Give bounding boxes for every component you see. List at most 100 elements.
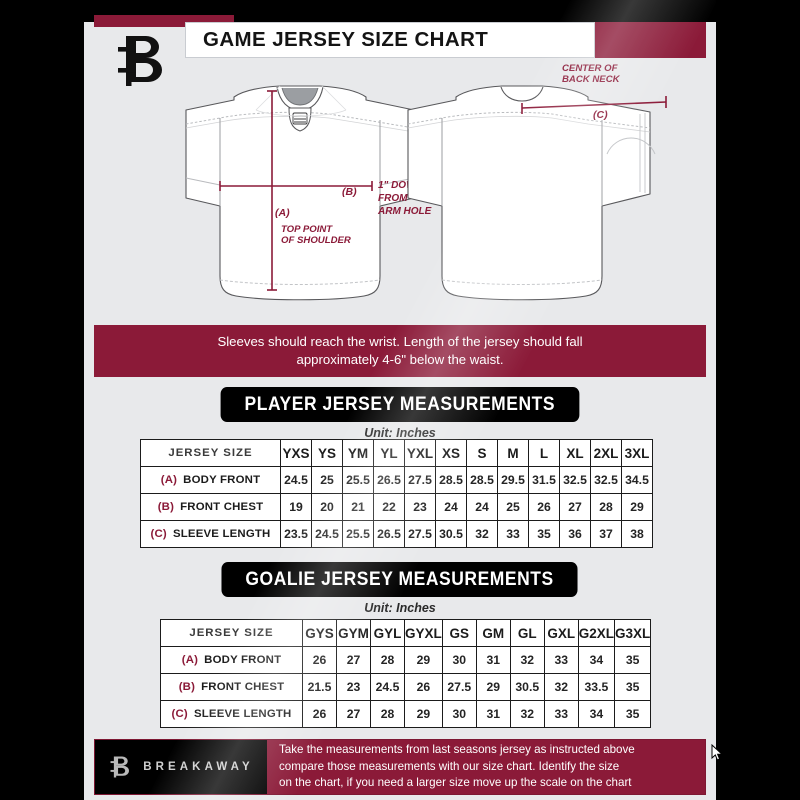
annotation-a-line1: TOP POINT [281, 224, 333, 235]
measurement-cell: 23.5 [280, 520, 312, 548]
table-row: (A) BODY FRONT 26 27 28 29 30 31 32 33 34 35 [160, 646, 652, 674]
measurement-cell: 24.5 [370, 673, 405, 701]
measurement-cell: 26 [302, 646, 337, 674]
row-tag: (C) [171, 708, 188, 720]
size-header-g2xl: G2XL [577, 619, 616, 647]
row-label: (C) SLEEVE LENGTH [160, 700, 303, 728]
measurement-cell: 27 [336, 646, 371, 674]
row-label: (C) SLEEVE LENGTH [140, 520, 281, 548]
size-header-ym: YM [342, 439, 374, 467]
player-corner-label: JERSEY SIZE [140, 439, 281, 467]
jersey-front-view [185, 85, 415, 301]
fit-note-line2: approximately 4-6" below the waist. [296, 352, 504, 367]
measurement-cell: 28.5 [466, 466, 498, 494]
measurement-cell: 30 [441, 700, 477, 728]
footer-line3: on the chart, if you need a larger size … [279, 776, 632, 790]
goalie-table-header-row: JERSEY SIZE GYS GYM GYL GYXL GS GM GL GXL G2XL G3… [160, 619, 652, 647]
goalie-section-title: GOALIE JERSEY MEASUREMENTS [221, 562, 579, 597]
measurement-cell: 36 [559, 520, 591, 548]
measurement-cell: 30.5 [509, 673, 545, 701]
row-tag: (B) [178, 681, 196, 693]
table-row: (C) SLEEVE LENGTH 23.5 24.5 25.5 26.5 27.5 30.5… [140, 520, 653, 548]
measurement-cell: 25 [311, 466, 343, 494]
measurement-cell: 34.5 [621, 466, 653, 494]
measurement-cell: 32 [509, 646, 545, 674]
measure-line-c [521, 101, 667, 109]
player-table-wrap: JERSEY SIZE YXS YS YM YL YXL XS S M L XL 2XL 3XL (A… [140, 439, 653, 548]
size-header-3xl: 3XL [621, 439, 653, 467]
breakaway-logo-icon-footer [110, 756, 130, 778]
footer-line1: Take the measurements from last seasons … [279, 743, 635, 757]
measurement-cell: 35 [528, 520, 560, 548]
measurement-cell: 28 [370, 700, 405, 728]
measurement-cell: 24.5 [311, 520, 343, 548]
size-header-ys: YS [311, 439, 343, 467]
measurement-cell: 32.5 [559, 466, 591, 494]
goalie-table-wrap: JERSEY SIZE GYS GYM GYL GYXL GS GM GL GXL G2XL G3… [160, 619, 652, 728]
annotation-a-tag: (A) [275, 207, 290, 219]
size-header-gm: GM [475, 619, 511, 647]
measurement-cell: 29 [404, 700, 443, 728]
measurement-cell: 32 [509, 700, 545, 728]
size-header-2xl: 2XL [590, 439, 622, 467]
measurement-cell: 29 [404, 646, 443, 674]
measurement-cell: 37 [590, 520, 622, 548]
measurement-cell: 24 [466, 493, 498, 521]
measurement-cell: 23 [404, 493, 436, 521]
footer-brand-block: BREAKAWAY [95, 740, 267, 794]
jersey-diagram-area: (B) 1" DOWN FROM ARM HOLE (A) TOP POINT … [84, 58, 716, 320]
measurement-cell: 32 [543, 673, 579, 701]
player-section-header: PLAYER JERSEY MEASUREMENTS Unit: Inches [84, 387, 716, 440]
table-row: (C) SLEEVE LENGTH 26 27 28 29 30 31 32 33 34 35 [160, 700, 652, 728]
measurement-cell: 35 [614, 673, 652, 701]
measurement-cell: 27.5 [404, 520, 436, 548]
row-tag: (A) [181, 654, 199, 666]
size-header-gyxl: GYXL [404, 619, 443, 647]
measurement-cell: 30 [441, 646, 477, 674]
annotation-c-line1: CENTER OF [562, 63, 619, 74]
breakaway-logo-icon [118, 36, 162, 86]
measurement-cell: 27 [559, 493, 591, 521]
annotation-b-tag: (B) [342, 186, 357, 198]
player-section-title: PLAYER JERSEY MEASUREMENTS [220, 387, 580, 422]
measurement-cell: 31.5 [528, 466, 560, 494]
goalie-table-body: (A) BODY FRONT 26 27 28 29 30 31 32 33 34 35 (B) FRON… [160, 646, 652, 728]
goalie-corner-label: JERSEY SIZE [160, 619, 303, 647]
measurement-cell: 26 [302, 700, 337, 728]
footer-brand-name: BREAKAWAY [143, 761, 254, 773]
row-tag: (A) [160, 474, 178, 486]
measurement-cell: 34 [577, 700, 616, 728]
measurement-cell: 27 [336, 700, 371, 728]
measurement-cell: 26 [404, 673, 443, 701]
player-measurements-table: JERSEY SIZE YXS YS YM YL YXL XS S M L XL 2XL 3XL (A… [140, 439, 653, 548]
measurement-cell: 26.5 [373, 466, 405, 494]
size-header-gyl: GYL [370, 619, 405, 647]
measurement-cell: 32 [466, 520, 498, 548]
table-row: (A) BODY FRONT 24.5 25 25.5 26.5 27.5 28.5 28.5 2… [140, 466, 653, 494]
measurement-cell: 21.5 [302, 673, 337, 701]
size-header-gxl: GXL [543, 619, 579, 647]
measurement-cell: 25.5 [342, 466, 374, 494]
jersey-back-view [407, 85, 667, 301]
measurement-cell: 22 [373, 493, 405, 521]
measurement-cell: 33.5 [577, 673, 616, 701]
row-label: (A) BODY FRONT [160, 646, 303, 674]
measurement-cell: 29 [475, 673, 511, 701]
size-header-yxl: YXL [404, 439, 436, 467]
measurement-cell: 27.5 [404, 466, 436, 494]
size-header-gs: GS [441, 619, 477, 647]
measurement-cell: 24.5 [280, 466, 312, 494]
goalie-unit-label: Unit: Inches [364, 601, 436, 615]
jersey-illustrations: (B) 1" DOWN FROM ARM HOLE (A) TOP POINT … [185, 63, 667, 301]
measurement-cell: 25 [497, 493, 529, 521]
size-chart-page: GAME JERSEY SIZE CHART [84, 0, 716, 800]
size-header-yl: YL [373, 439, 405, 467]
measurement-cell: 20 [311, 493, 343, 521]
size-header-s: S [466, 439, 498, 467]
footer-instructions: Take the measurements from last seasons … [267, 740, 705, 794]
measurement-cell: 29.5 [497, 466, 529, 494]
fit-note-line1: Sleeves should reach the wrist. Length o… [217, 333, 583, 349]
footer-line2: compare those measurements with our size… [279, 759, 620, 773]
size-header-xs: XS [435, 439, 467, 467]
